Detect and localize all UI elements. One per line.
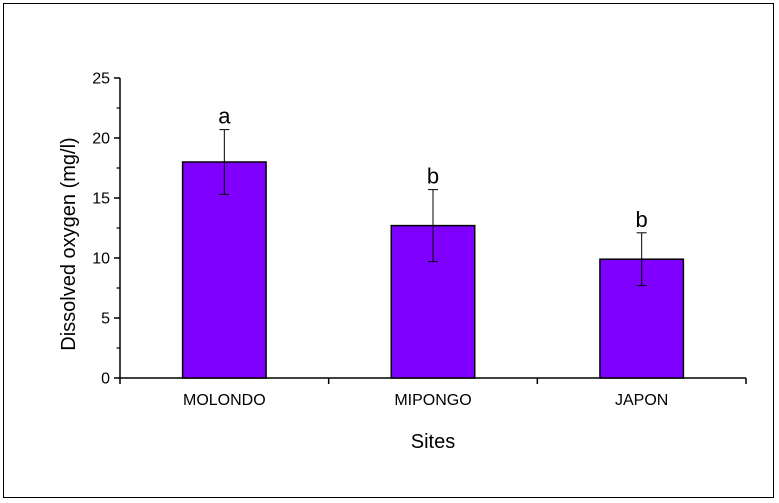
y-tick-label: 0 [101,371,110,388]
x-tick-label: JAPON [615,392,668,409]
x-tick-label: MOLONDO [183,392,266,409]
y-tick-label: 15 [92,191,110,208]
chart-frame: 0 5 10 15 20 25 a MOLONDO b MIPONGO b JAPON Dissolv… [3,3,774,498]
y-tick-label: 25 [92,71,110,88]
x-axis-title: Sites [411,431,455,453]
significance-label: a [218,104,231,129]
bar-chart: 0 5 10 15 20 25 a MOLONDO b MIPONGO b JAPON Dissolv… [58,71,747,453]
x-tick-label: MIPONGO [394,392,471,409]
y-tick-label: 20 [92,131,110,148]
significance-label: b [636,207,648,232]
bar [181,161,267,379]
y-axis-title: Dissolved oxygen (mg/l) [58,137,80,350]
significance-label: b [427,164,439,189]
y-tick-label: 10 [92,251,110,268]
y-tick-label: 5 [101,311,110,328]
